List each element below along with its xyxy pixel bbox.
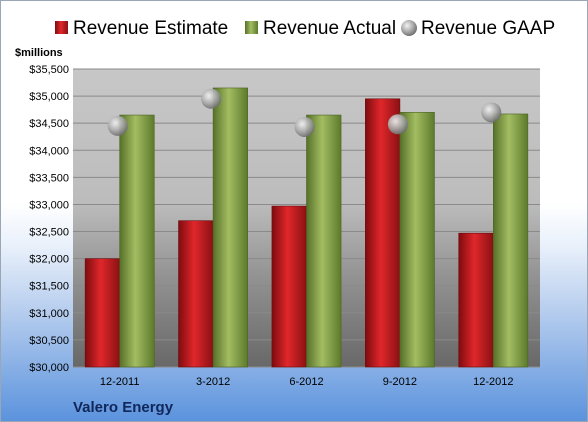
x-tick-label: 6-2012 [289,376,323,388]
bar-series [84,87,529,368]
y-tick-label: $30,000 [29,362,69,374]
bar-revenue-estimate [178,220,214,368]
legend-swatch-actual [245,21,258,34]
x-tick-label: 12-2011 [100,376,140,388]
bar-revenue-actual [492,113,529,368]
bar-revenue-estimate [458,232,494,368]
x-tick-label: 9-2012 [383,376,417,388]
x-axis-ticks: 12-2011 3-2012 6-2012 9-2012 12-2012 [100,376,514,388]
point-revenue-gaap [201,88,222,109]
legend-label-gaap: Revenue GAAP [421,18,555,39]
y-axis-unit-label: $millions [15,47,63,59]
x-tick-label: 3-2012 [196,376,230,388]
bar-revenue-actual [119,114,155,368]
y-tick-label: $31,000 [29,308,69,320]
point-revenue-gaap [481,102,502,123]
legend-label-actual: Revenue Actual [263,18,396,39]
y-axis-ticks: $30,000 $30,500 $31,000 $31,500 $32,000 $32,5… [29,64,69,374]
y-tick-label: $33,000 [29,199,69,211]
y-tick-label: $33,500 [29,172,69,184]
bar-revenue-actual [306,114,342,368]
legend-item-actual: Revenue Actual [245,18,396,39]
x-tick-label: 12-2012 [473,376,513,388]
y-tick-label: $34,000 [29,145,69,157]
legend-swatch-estimate [55,21,68,34]
legend-item-estimate: Revenue Estimate [55,18,228,39]
point-revenue-gaap [294,116,315,137]
bar-revenue-estimate [271,205,307,368]
y-tick-label: $35,500 [29,64,69,76]
bar-revenue-estimate [84,258,120,368]
chart-legend: Revenue Estimate Revenue Actual Revenue … [55,18,555,39]
legend-label-estimate: Revenue Estimate [73,18,228,39]
gaap-points [107,88,502,137]
point-revenue-gaap [387,114,408,135]
y-tick-label: $35,000 [29,91,69,103]
legend-item-gaap: Revenue GAAP [401,18,555,39]
y-tick-label: $32,000 [29,254,69,266]
y-tick-label: $31,500 [29,281,69,293]
y-tick-label: $32,500 [29,227,69,239]
y-tick-label: $34,500 [29,118,69,130]
point-revenue-gaap [107,115,128,136]
y-tick-label: $30,500 [29,335,69,347]
bar-revenue-actual [399,112,435,368]
bar-revenue-estimate [365,98,401,368]
bar-revenue-actual [212,87,248,368]
legend-swatch-gaap [401,20,417,36]
company-name: Valero Energy [73,399,174,416]
